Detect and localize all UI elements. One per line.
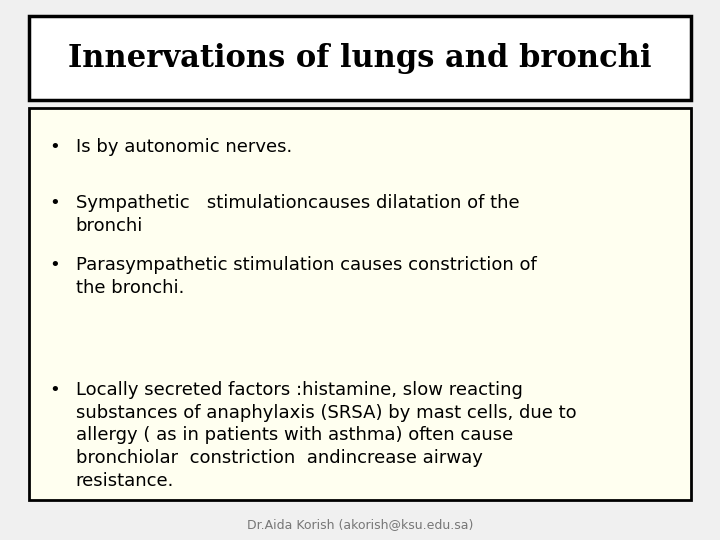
Text: Is by autonomic nerves.: Is by autonomic nerves.	[76, 138, 292, 156]
Text: •: •	[49, 381, 60, 399]
Text: •: •	[49, 256, 60, 274]
Text: Innervations of lungs and bronchi: Innervations of lungs and bronchi	[68, 43, 652, 73]
Text: Parasympathetic stimulation causes constriction of
the bronchi.: Parasympathetic stimulation causes const…	[76, 256, 536, 298]
Text: •: •	[49, 194, 60, 212]
Text: Sympathetic   stimulationcauses dilatation of the
bronchi: Sympathetic stimulationcauses dilatation…	[76, 194, 519, 235]
FancyBboxPatch shape	[29, 108, 691, 500]
FancyBboxPatch shape	[29, 16, 691, 100]
Text: Dr.Aida Korish (akorish@ksu.edu.sa): Dr.Aida Korish (akorish@ksu.edu.sa)	[247, 518, 473, 531]
Text: Locally secreted factors :histamine, slow reacting
substances of anaphylaxis (SR: Locally secreted factors :histamine, slo…	[76, 381, 576, 490]
Text: •: •	[49, 138, 60, 156]
